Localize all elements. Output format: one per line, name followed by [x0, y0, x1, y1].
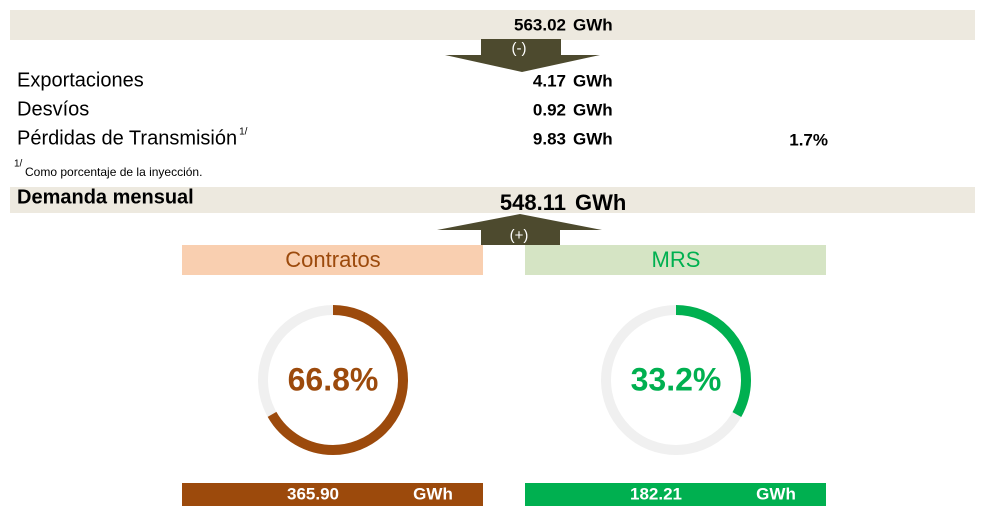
gauge-percent: 33.2%: [631, 361, 722, 397]
row-value: 9.83: [533, 129, 566, 148]
gauge-title: Contratos: [285, 247, 380, 272]
gauge-unit: GWh: [756, 484, 796, 503]
gauge-header: [182, 245, 483, 275]
gauge-value: 182.21: [630, 484, 682, 503]
demand-unit: GWh: [575, 190, 626, 215]
gauge-footer: [525, 483, 826, 506]
rows: Exportaciones 4.17 GWh Desvíos 0.92 GWh Pérdid…: [17, 69, 828, 149]
row-superscript: 1/: [239, 127, 248, 138]
row-unit: GWh: [573, 100, 613, 119]
gauges: Contratos 66.8% 365.90 GWh MRS 33.2% 182.21 GWh: [182, 245, 826, 506]
demand-value: 548.11: [500, 190, 566, 215]
row-unit: GWh: [573, 71, 613, 90]
row-percent: 1.7%: [789, 130, 828, 149]
gauge-title: MRS: [652, 247, 701, 272]
row-label: Pérdidas de Transmisión: [17, 127, 237, 149]
arrow-up: [437, 214, 602, 245]
gauge-unit: GWh: [413, 484, 453, 503]
injection-value: 563.02: [514, 15, 566, 34]
gauge-footer: [182, 483, 483, 506]
arrow-minus: (-): [512, 40, 527, 57]
arrow-down: [445, 39, 600, 72]
injection-band: [10, 10, 975, 40]
gauge-arc: [258, 305, 408, 455]
demand-label: Demanda mensual: [17, 186, 194, 208]
gauge-arc: [601, 305, 751, 455]
row-value: 4.17: [533, 71, 566, 90]
row-label: Desvíos: [17, 98, 89, 120]
row-unit: GWh: [573, 129, 613, 148]
injection-unit: GWh: [573, 15, 613, 34]
gauge-header: [525, 245, 826, 275]
row-label: Exportaciones: [17, 69, 144, 91]
gauge-percent: 66.8%: [288, 361, 379, 397]
arrow-plus: (+): [510, 227, 529, 244]
footnote-marker: 1/: [14, 159, 23, 170]
row-value: 0.92: [533, 100, 566, 119]
gauge-value: 365.90: [287, 484, 339, 503]
footnote-text: Como porcentaje de la inyección.: [25, 165, 202, 179]
demand-band: [10, 187, 975, 213]
